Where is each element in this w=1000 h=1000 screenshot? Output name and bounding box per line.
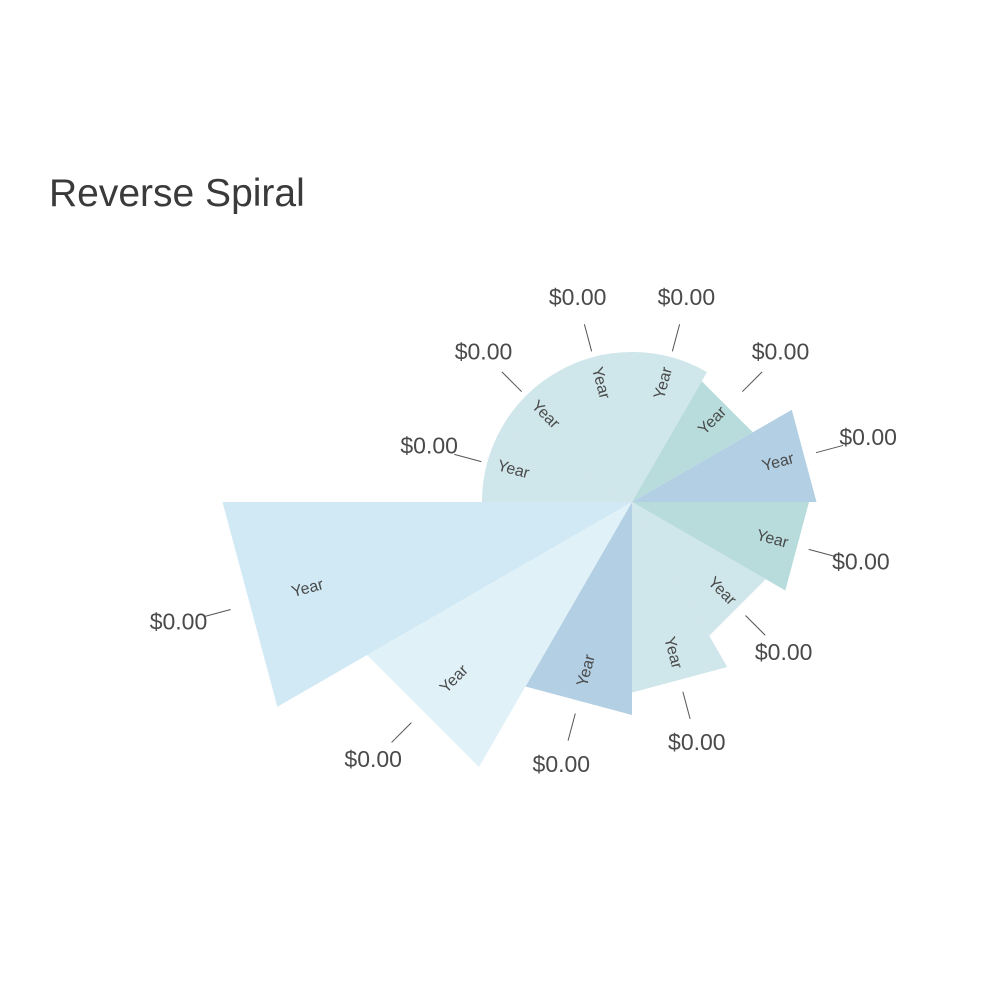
value-label-3: $0.00: [752, 339, 810, 365]
leader-line-5: [808, 548, 836, 558]
slices-group: [222, 352, 817, 768]
slice-2: [632, 352, 707, 502]
leader-line-11: [454, 453, 482, 463]
value-labels-group: $0.00 $0.00 $0.00 $0.00 $0.00 $0.00 $0.00 $0.00…: [150, 284, 897, 777]
leader-line-7: [682, 691, 691, 719]
leader-line-2: [671, 324, 681, 352]
slice-6: [632, 502, 766, 636]
value-label-5: $0.00: [832, 548, 890, 574]
slice-5: [632, 502, 809, 591]
value-label-2: $0.00: [658, 284, 716, 310]
value-label-11: $0.00: [400, 433, 458, 459]
chart-title: Reverse Spiral: [49, 172, 305, 215]
slice-10: [222, 502, 632, 707]
slice-8: [525, 502, 632, 715]
leader-line-9: [391, 722, 412, 743]
leader-line-6: [745, 615, 766, 636]
leader-line-8: [567, 713, 576, 741]
value-label-1: $0.00: [549, 284, 607, 310]
slice-4: [632, 409, 817, 502]
slice-3: [632, 381, 753, 502]
value-label-10: $0.00: [150, 609, 208, 635]
value-label-9: $0.00: [344, 746, 402, 772]
slice-11: [482, 427, 632, 502]
leader-line-4: [815, 444, 844, 454]
leader-line-10: [203, 609, 231, 618]
slice-7: [632, 502, 728, 693]
slice-0: [502, 372, 632, 502]
leader-lines-group: [203, 324, 844, 743]
leader-line-3: [741, 371, 763, 393]
value-label-8: $0.00: [533, 751, 591, 777]
leader-line-1: [583, 324, 593, 352]
leader-line-0: [501, 371, 523, 393]
value-label-4: $0.00: [839, 424, 897, 450]
slice-9: [366, 502, 632, 768]
slice-1: [557, 352, 632, 502]
value-label-0: $0.00: [455, 339, 513, 365]
value-label-7: $0.00: [668, 729, 726, 755]
value-label-6: $0.00: [755, 639, 813, 665]
